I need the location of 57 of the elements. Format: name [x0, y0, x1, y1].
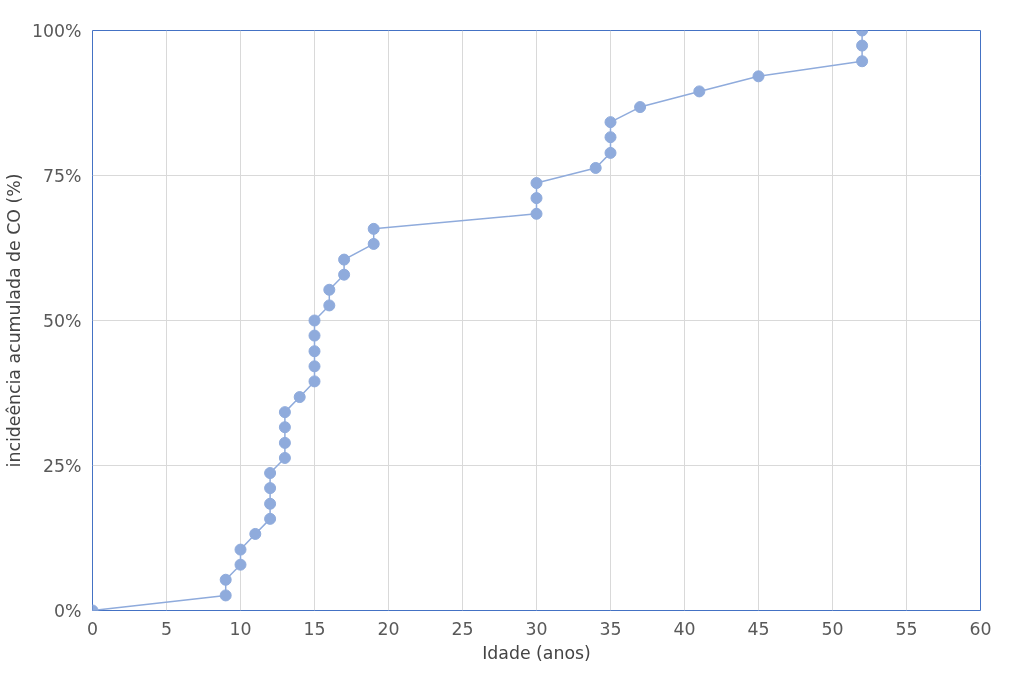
x-tick-label: 35 [599, 618, 622, 639]
y-tick-label: 75% [42, 165, 82, 186]
x-axis-title: Idade (anos) [482, 642, 591, 663]
y-axis-title: incideência acumulada de CO (%) [3, 173, 24, 468]
point [234, 543, 247, 556]
x-tick-label: 15 [303, 618, 326, 639]
y-tick-label: 25% [42, 455, 82, 476]
x-tick-label: 55 [895, 618, 918, 639]
x-tick-label: 30 [525, 618, 548, 639]
point [323, 299, 336, 312]
point [693, 85, 706, 98]
point [278, 451, 291, 464]
x-tick-label: 25 [451, 618, 474, 639]
x-tick-label: 45 [747, 618, 770, 639]
x-tick-label: 0 [86, 618, 99, 639]
point [856, 55, 869, 68]
point [234, 558, 247, 571]
point [278, 421, 291, 434]
point [264, 482, 277, 495]
y-tick-label: 50% [42, 310, 82, 331]
y-tick-label: 100% [31, 20, 82, 41]
point [293, 391, 306, 404]
point [338, 253, 351, 266]
x-tick-label: 5 [160, 618, 173, 639]
point [604, 131, 617, 144]
point [604, 116, 617, 129]
point [589, 161, 602, 174]
point [308, 375, 321, 388]
point [219, 589, 232, 602]
point [278, 406, 291, 419]
x-tick-label: 40 [673, 618, 696, 639]
point [264, 467, 277, 480]
point [367, 222, 380, 235]
x-tick-label: 10 [229, 618, 252, 639]
point [856, 39, 869, 52]
point [338, 268, 351, 281]
point [249, 527, 262, 540]
point [278, 436, 291, 449]
point [308, 314, 321, 327]
point [530, 177, 543, 190]
x-tick-label: 60 [969, 618, 992, 639]
point [530, 192, 543, 205]
point [634, 101, 647, 114]
x-tick-label: 20 [377, 618, 400, 639]
point [308, 345, 321, 358]
point [264, 512, 277, 525]
point [367, 237, 380, 250]
point [308, 360, 321, 373]
point [752, 70, 765, 83]
point [323, 283, 336, 296]
point [530, 207, 543, 220]
y-tick-label: 0% [54, 600, 82, 621]
point [604, 146, 617, 159]
point [264, 497, 277, 510]
point [219, 573, 232, 586]
x-tick-label: 50 [821, 618, 844, 639]
point [308, 329, 321, 342]
